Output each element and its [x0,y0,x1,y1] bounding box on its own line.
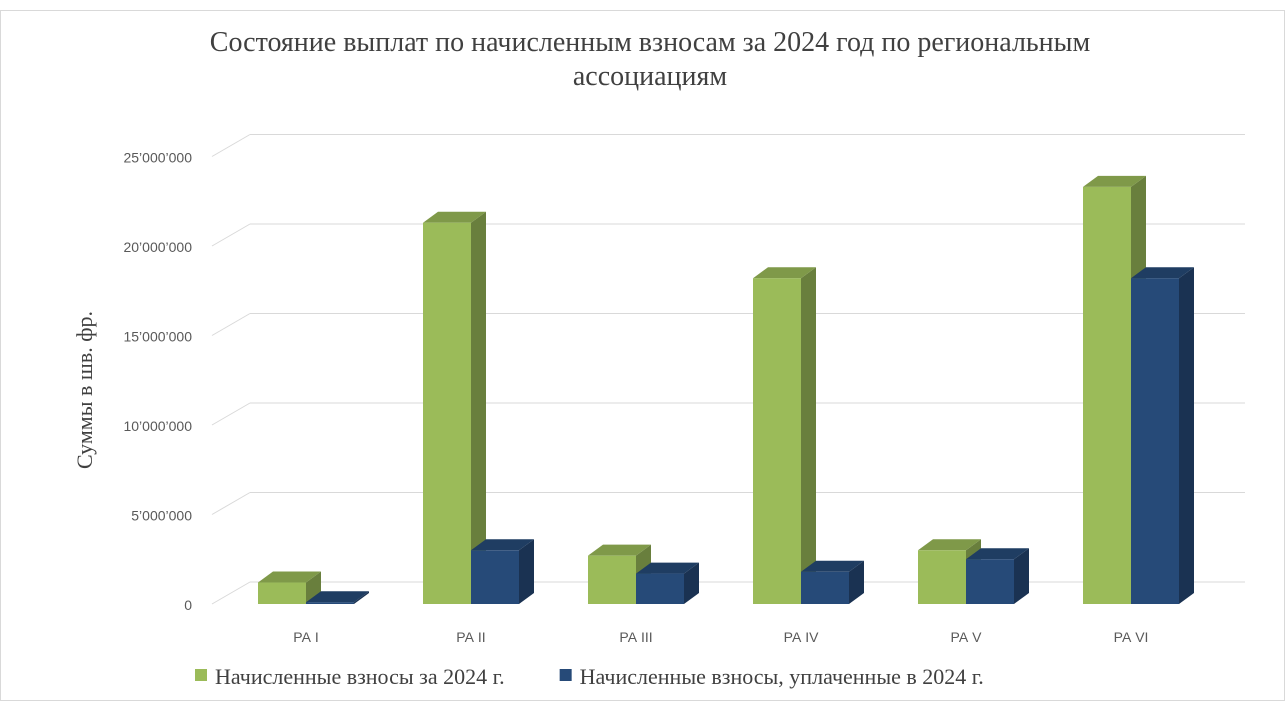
bar [753,278,801,604]
y-tick-label: 20’000’000 [123,239,192,255]
grid-line-side [211,492,251,515]
bar [966,559,1014,604]
grid-line-side [211,402,251,426]
bar-side [801,267,816,604]
y-tick-label: 10’000’000 [123,418,192,434]
title-box: Состояние выплат по начисленным взносам … [209,27,1091,92]
bar-top [258,571,321,583]
grid-line-side [211,313,251,336]
y-tick-label: 15’000’000 [123,329,192,345]
grid-line-side [211,223,251,247]
bar [636,573,684,604]
bar-side [354,591,369,604]
bar-top [306,591,369,603]
bar-top [588,544,651,556]
bar-side [849,560,864,604]
bar-top [471,539,534,551]
bar [306,602,354,604]
bar [1131,278,1179,604]
x-tick-label: РА V [951,629,983,645]
bar [1083,186,1131,604]
legend-label: Начисленные взносы, уплаченные в 2024 г. [580,664,984,689]
bar-top [1083,175,1146,187]
bar [918,550,966,604]
x-tick-label: РА IV [784,629,820,645]
bar-side [684,562,699,604]
bar-top [636,562,699,574]
y-tick-label: 5’000’000 [131,508,192,524]
bar [588,555,636,604]
grid-line-side [211,581,251,605]
y-axis-label: Суммы в шв. фр. [72,311,97,469]
chart-title: Состояние выплат по начисленным взносам … [209,27,1091,92]
legend-swatch [195,669,207,681]
legend-swatch [559,669,572,681]
bar-top [966,548,1029,560]
x-tick-label: РА III [619,629,652,645]
x-tick-label: РА II [456,629,485,645]
bar [258,582,306,604]
y-tick-label: 25’000’000 [123,150,192,166]
bar-top [423,211,486,223]
x-tick-label: РА VI [1114,629,1149,645]
bar-side [471,211,486,605]
y-tick-label: 0 [184,597,192,613]
grid-line-side [211,134,251,157]
bar-side [1179,267,1194,604]
bar-top [801,560,864,572]
bar-top [918,539,981,551]
bar-side [1014,548,1029,604]
bar-top [753,267,816,279]
bar [471,550,519,604]
bar [801,571,849,604]
bar-top [1131,267,1194,279]
bar [423,222,471,605]
x-tick-label: РА I [293,629,319,645]
legend-label: Начисленные взносы за 2024 г. [215,664,505,689]
bar-side [306,571,321,604]
bar-side [519,539,534,604]
